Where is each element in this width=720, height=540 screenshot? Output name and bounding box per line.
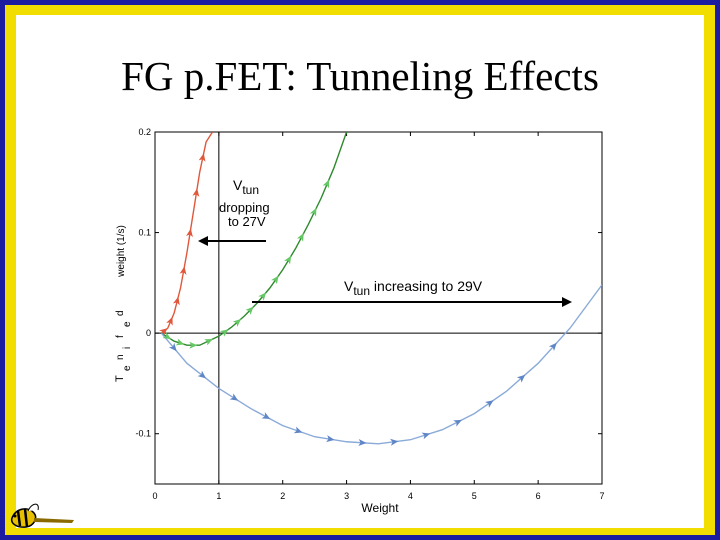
y-axis-label: weight (1/s) xyxy=(116,225,127,278)
series-green-arrowhead xyxy=(271,275,279,285)
plot-area xyxy=(154,131,603,485)
annotation-left-line2: dropping xyxy=(219,200,270,215)
annotation-left-arrow xyxy=(198,236,266,246)
series-blue-arrowhead xyxy=(358,439,367,447)
x-tick-label: 5 xyxy=(472,491,477,501)
series-blue-line xyxy=(160,284,602,445)
x-tick-label: 0 xyxy=(152,491,157,501)
series-green-arrowhead xyxy=(232,318,242,327)
series-green-arrowhead xyxy=(322,179,330,189)
series-green-arrowhead xyxy=(245,306,254,315)
series-red-arrowhead xyxy=(159,328,168,336)
series-blue-arrowhead xyxy=(453,419,462,427)
x-tick-label: 4 xyxy=(408,491,413,501)
series-green-arrowhead xyxy=(258,292,267,301)
series-red-arrowhead xyxy=(198,153,206,162)
x-tick-label: 6 xyxy=(536,491,541,501)
series-blue-arrowhead xyxy=(484,400,494,408)
series-blue-arrowhead xyxy=(326,435,335,443)
y-tick-label: 0 xyxy=(146,328,151,338)
y-overlay-char: n xyxy=(115,354,126,360)
series-red-line xyxy=(160,132,214,334)
series-green-arrowhead xyxy=(189,341,198,349)
annotation-right-arrow xyxy=(252,297,572,307)
series-blue-arrowhead xyxy=(229,393,239,401)
series-green-arrowhead xyxy=(162,332,172,340)
y-overlay-char: T xyxy=(114,375,126,382)
bee-logo xyxy=(10,503,74,528)
y-tick-label: 0.2 xyxy=(138,127,151,137)
annotation-left-line3: to 27V xyxy=(228,214,266,229)
series-green-arrowhead xyxy=(309,207,317,217)
y-overlay-char: e xyxy=(122,321,133,327)
y-overlay-char: d xyxy=(115,310,126,316)
series-green-arrowhead xyxy=(204,338,213,346)
series-red-arrowhead xyxy=(172,296,180,306)
annotation-left-vtun: Vtun xyxy=(233,177,259,197)
series-blue-arrowhead xyxy=(261,412,271,420)
series-green-arrowhead xyxy=(219,329,229,337)
y-overlay-char: e xyxy=(122,365,133,371)
x-tick-label: 2 xyxy=(280,491,285,501)
annotation-right-label: Vtun increasing to 29V xyxy=(344,278,483,298)
series-blue-arrowhead xyxy=(548,342,557,352)
series-blue-arrowhead xyxy=(293,426,303,434)
x-tick-label: 1 xyxy=(216,491,221,501)
y-overlay-char: i xyxy=(122,347,133,349)
series-green-arrowhead xyxy=(284,255,292,265)
x-axis-label: Weight xyxy=(361,501,399,515)
y-tick-label: -0.1 xyxy=(135,429,151,439)
y-tick-label: 0.1 xyxy=(138,228,151,238)
series-red-arrowhead xyxy=(166,316,173,326)
series-red-arrowhead xyxy=(179,266,187,275)
series-blue-arrowhead xyxy=(516,374,526,383)
series-blue-arrowhead xyxy=(197,370,207,379)
y-overlay-char: f xyxy=(115,335,126,338)
x-tick-label: 7 xyxy=(599,491,604,501)
slide-title: FG p.FET: Tunneling Effects xyxy=(121,53,599,99)
series-green-arrowhead xyxy=(296,233,304,242)
series-blue-arrowhead xyxy=(168,342,177,352)
series-red-arrowhead xyxy=(192,188,200,197)
series-red-arrowhead xyxy=(186,228,193,238)
x-tick-label: 3 xyxy=(344,491,349,501)
series-green-arrowhead xyxy=(175,338,185,346)
series-blue-arrowhead xyxy=(390,438,399,446)
series-blue-arrowhead xyxy=(421,432,431,440)
